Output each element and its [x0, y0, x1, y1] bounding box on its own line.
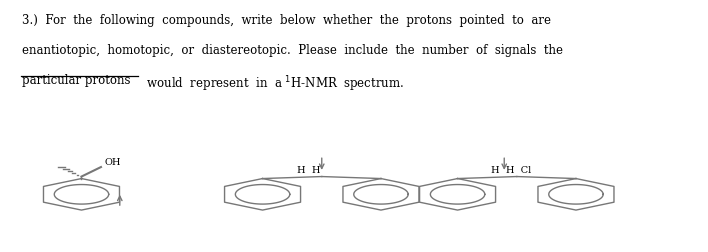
Text: would  represent  in  a $^1$H-NMR  spectrum.: would represent in a $^1$H-NMR spectrum.	[139, 74, 404, 93]
Text: H  H  Cl: H H Cl	[491, 165, 531, 174]
Text: H  H: H H	[297, 165, 321, 174]
Text: OH: OH	[105, 158, 121, 167]
Text: enantiotopic,  homotopic,  or  diastereotopic.  Please  include  the  number  of: enantiotopic, homotopic, or diastereotop…	[22, 44, 564, 57]
Text: particular protons: particular protons	[22, 74, 131, 87]
Text: 3.)  For  the  following  compounds,  write  below  whether  the  protons  point: 3.) For the following compounds, write b…	[22, 14, 552, 27]
